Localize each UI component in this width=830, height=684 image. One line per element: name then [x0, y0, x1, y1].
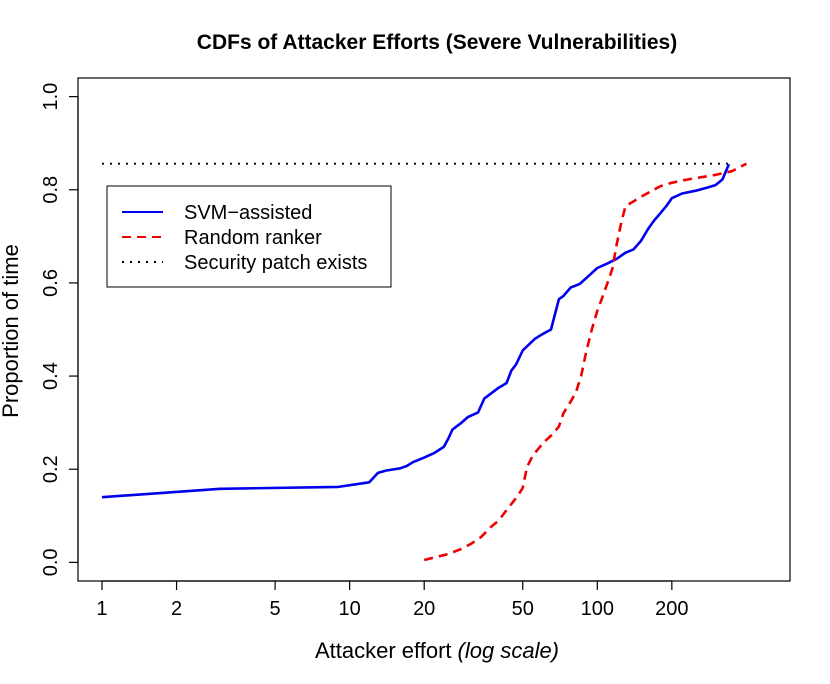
y-axis-label: Proportion of time: [0, 244, 23, 418]
x-axis: 1 2 5 10 20 50 100 200: [96, 580, 689, 620]
x-tick-label: 5: [270, 598, 281, 620]
legend: SVM−assisted Random ranker Security patc…: [106, 185, 392, 288]
x-tick-label: 1: [96, 598, 107, 620]
series-line-1: [423, 162, 747, 562]
chart-title: CDFs of Attacker Efforts (Severe Vulnera…: [197, 31, 677, 54]
legend-label-svm: SVM−assisted: [184, 202, 312, 224]
x-axis-label: Attacker effort (log scale): [315, 638, 559, 663]
x-tick-label: 50: [512, 598, 534, 620]
x-tick-label: 2: [171, 598, 182, 620]
y-tick-label: 0.2: [40, 455, 62, 483]
series-line-0: [101, 163, 731, 499]
series-layer: [101, 162, 747, 562]
x-tick-label: 10: [339, 598, 361, 620]
legend-box: [106, 185, 392, 288]
y-tick-label: 1.0: [40, 83, 62, 111]
y-tick-label: 0.4: [40, 362, 62, 390]
y-tick-label: 0.6: [40, 269, 62, 297]
x-axis-label-note: (log scale): [458, 638, 559, 663]
x-tick-label: 20: [413, 598, 435, 620]
legend-label-patch: Security patch exists: [184, 252, 367, 274]
x-axis-label-main: Attacker effort: [315, 638, 452, 663]
y-axis: 0.0 0.2 0.4 0.6 0.8 1.0: [40, 83, 79, 576]
x-tick-label: 200: [655, 598, 688, 620]
y-tick-label: 0.8: [40, 176, 62, 204]
y-tick-label: 0.0: [40, 548, 62, 576]
x-tick-label: 100: [581, 598, 614, 620]
plot-area-frame: [77, 77, 791, 582]
legend-label-random: Random ranker: [184, 227, 322, 249]
